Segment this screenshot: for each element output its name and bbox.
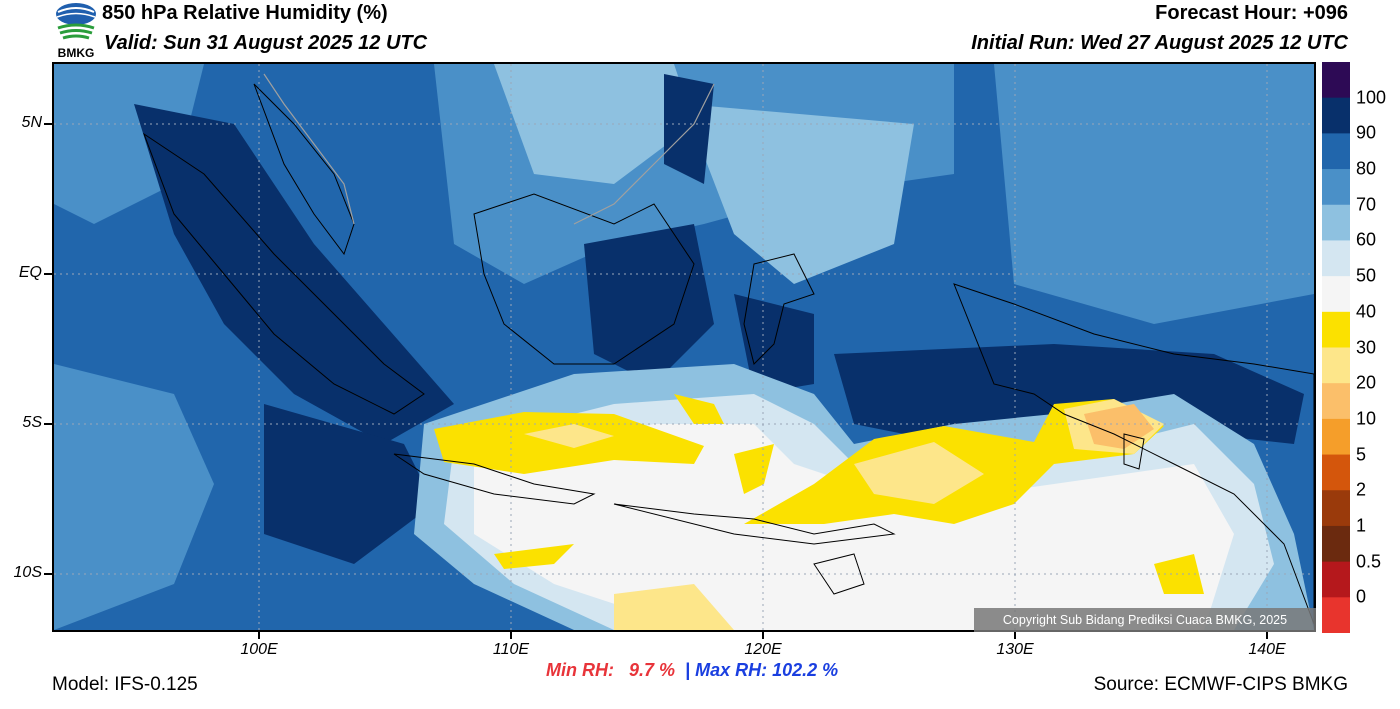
colorbar-label: 1 xyxy=(1356,515,1367,536)
colorbar-swatch xyxy=(1322,383,1350,420)
colorbar-swatch xyxy=(1322,525,1350,563)
lat-label-10s: 10S xyxy=(13,564,42,581)
lon-tick xyxy=(258,632,260,639)
lat-tick xyxy=(44,423,52,425)
lon-label-120e: 120E xyxy=(744,641,782,658)
colorbar-label: 60 xyxy=(1356,229,1377,250)
lat-tick xyxy=(44,273,52,275)
lon-label-110e: 110E xyxy=(492,641,530,658)
colorbar-label: 40 xyxy=(1356,301,1377,322)
colorbar-label: 80 xyxy=(1356,158,1377,179)
coastlines xyxy=(142,83,1314,625)
colorbar-label: 100 xyxy=(1356,87,1387,108)
lat-label-5s: 5S xyxy=(22,414,42,431)
lon-label-140e: 140E xyxy=(1248,641,1286,658)
lon-tick xyxy=(510,632,512,639)
lon-label-130e: 130E xyxy=(996,641,1034,658)
colorbar-swatch xyxy=(1322,240,1350,277)
bmkg-logo: BMKG xyxy=(52,0,100,60)
colorbar-label: 2 xyxy=(1356,479,1367,500)
source-info: Source: ECMWF-CIPS BMKG xyxy=(1093,674,1348,695)
lat-label-5n: 5N xyxy=(21,114,42,131)
copyright-notice: Copyright Sub Bidang Prediksi Cuaca BMKG… xyxy=(974,608,1316,632)
colorbar-label: 50 xyxy=(1356,265,1377,286)
colorbar-swatch xyxy=(1322,597,1350,634)
humidity-map xyxy=(52,62,1316,632)
logo-text: BMKG xyxy=(57,46,95,60)
min-rh-label: Min RH: xyxy=(546,660,614,680)
max-rh-label: Max RH: xyxy=(695,660,768,680)
colorbar-swatch xyxy=(1322,561,1350,598)
colorbar-label: 70 xyxy=(1356,194,1377,215)
colorbar-swatch xyxy=(1322,418,1350,456)
min-rh-value: 9.7 % xyxy=(629,660,676,680)
colorbar-swatch xyxy=(1322,454,1350,491)
initial-run: Initial Run: Wed 27 August 2025 12 UTC xyxy=(971,32,1348,54)
colorbar-swatch xyxy=(1322,276,1350,313)
colorbar-label: 10 xyxy=(1356,408,1377,429)
colorbar-swatch xyxy=(1322,490,1350,527)
chart-title: 850 hPa Relative Humidity (%) xyxy=(102,2,388,24)
colorbar-label: 90 xyxy=(1356,122,1377,143)
colorbar-label: 20 xyxy=(1356,372,1377,393)
colorbar-swatches xyxy=(1322,62,1350,634)
lon-tick xyxy=(1266,632,1268,639)
valid-time: Valid: Sun 31 August 2025 12 UTC xyxy=(104,32,428,54)
lat-tick xyxy=(44,573,52,575)
bmkg-logo-icon xyxy=(56,3,96,40)
model-info: Model: IFS-0.125 xyxy=(52,674,198,695)
colorbar-swatch xyxy=(1322,311,1350,348)
rh-stats: Min RH: 9.7 % | Max RH: 102.2 % xyxy=(546,660,838,681)
colorbar-swatch xyxy=(1322,62,1350,99)
colorbar-label: 0 xyxy=(1356,586,1367,607)
colorbar-swatch xyxy=(1322,97,1350,134)
lat-tick xyxy=(44,123,52,125)
colorbar-label: 30 xyxy=(1356,337,1377,357)
colorbar-swatch xyxy=(1322,133,1350,170)
humidity-field xyxy=(54,64,1314,630)
colorbar-swatch xyxy=(1322,204,1350,241)
colorbar xyxy=(1322,62,1350,634)
colorbar-label: 5 xyxy=(1356,444,1367,465)
max-rh-value: 102.2 % xyxy=(772,660,839,680)
forecast-hour: Forecast Hour: +096 xyxy=(1155,2,1348,24)
colorbar-swatch xyxy=(1322,169,1350,206)
colorbar-label: 0.5 xyxy=(1356,551,1382,572)
colorbar-swatch xyxy=(1322,347,1350,384)
stats-separator: | xyxy=(685,660,691,680)
lon-label-100e: 100E xyxy=(240,641,278,658)
lat-label-eq: EQ xyxy=(18,264,42,281)
lon-tick xyxy=(762,632,764,639)
lon-tick xyxy=(1014,632,1016,639)
